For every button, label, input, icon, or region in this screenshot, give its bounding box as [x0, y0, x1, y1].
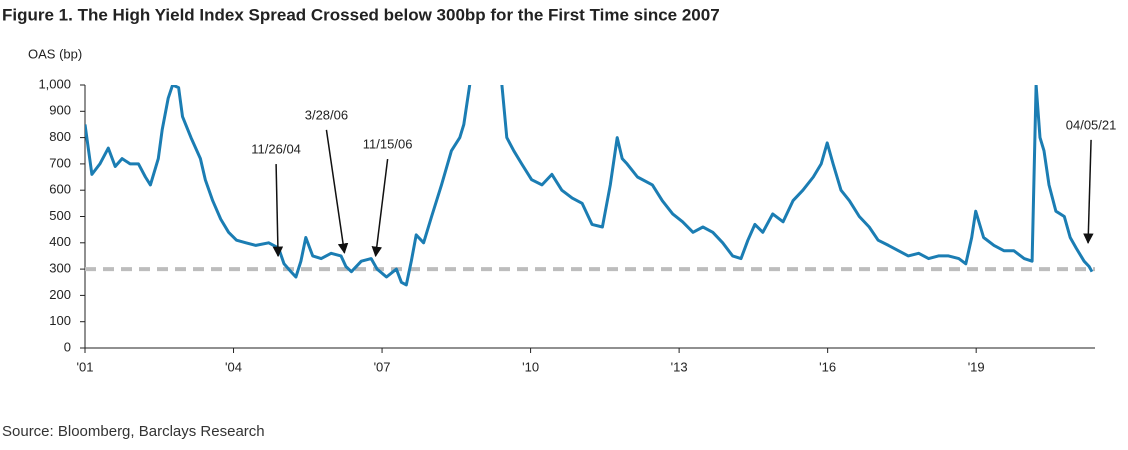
annotation-arrow — [371, 158, 389, 258]
y-tick-label: 100 — [49, 313, 71, 328]
annotation-arrow — [1083, 139, 1094, 244]
x-tick-label: '19 — [968, 359, 985, 374]
chart-title: Figure 1. The High Yield Index Spread Cr… — [2, 5, 720, 24]
y-axis-label: OAS (bp) — [28, 46, 82, 61]
y-tick-label: 200 — [49, 287, 71, 302]
y-tick-label: 1,000 — [38, 76, 71, 91]
x-tick-label: '16 — [819, 359, 836, 374]
source: Source: Bloomberg, Barclays Research — [2, 423, 265, 440]
y-tick-label: 400 — [49, 234, 71, 249]
y-tick-label: 800 — [49, 129, 71, 144]
y-tick-label: 700 — [49, 155, 71, 170]
x-tick-label: '07 — [374, 359, 391, 374]
y-tick-label: 0 — [64, 339, 71, 354]
y-tick-label: 600 — [49, 182, 71, 197]
x-tick-label: '13 — [671, 359, 688, 374]
annotation-arrow — [325, 129, 349, 254]
x-tick-label: '01 — [77, 359, 94, 374]
annotation-arrow — [272, 164, 284, 258]
y-tick-label: 900 — [49, 103, 71, 118]
x-tick-label: '04 — [225, 359, 242, 374]
series-line — [85, 85, 1094, 287]
y-tick-label: 300 — [49, 261, 71, 276]
annotation-label: 3/28/06 — [305, 107, 348, 122]
annotation-label: 11/26/04 — [251, 141, 301, 156]
annotation-label: 04/05/21 — [1066, 117, 1117, 132]
x-tick-label: '10 — [522, 359, 539, 374]
annotation-label: 11/15/06 — [363, 136, 413, 151]
y-tick-label: 500 — [49, 208, 71, 223]
